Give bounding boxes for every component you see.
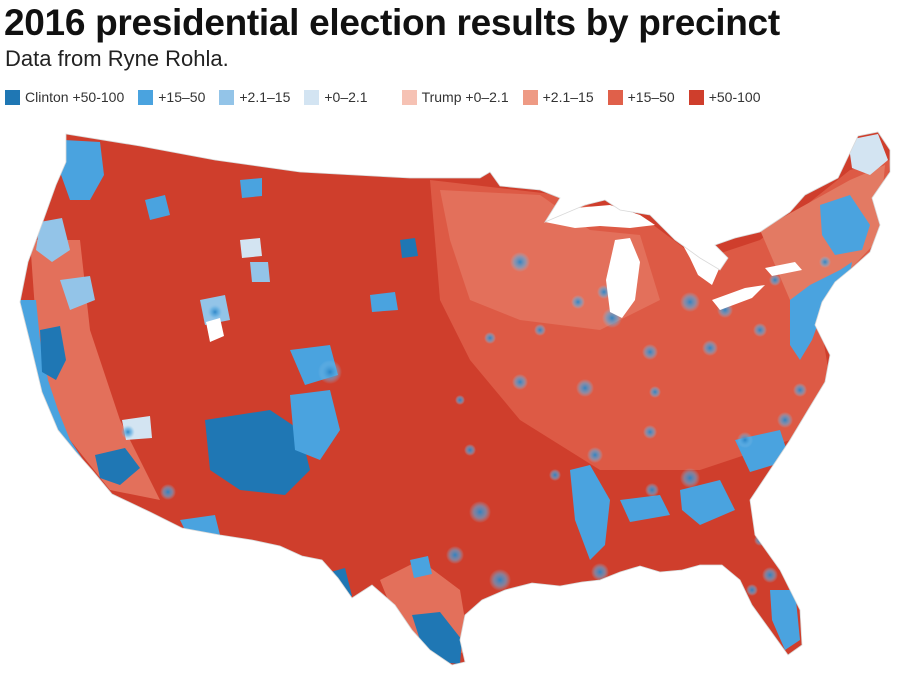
- legend-label: +0–2.1: [324, 89, 368, 105]
- lake-superior: [545, 205, 655, 228]
- city-tampa: [746, 584, 758, 596]
- reservation-3: [400, 238, 418, 258]
- reservation-2: [240, 178, 262, 198]
- oregon-coast: [36, 218, 70, 262]
- city-pittsburgh: [753, 323, 767, 337]
- legend-label: +50-100: [708, 89, 761, 105]
- precinct-map: [19, 131, 891, 666]
- city-omaha: [484, 332, 496, 344]
- legend-swatch: [219, 89, 235, 105]
- legend-label: +15–50: [158, 89, 206, 105]
- city-richmond: [793, 383, 807, 397]
- city-atlanta: [680, 468, 700, 488]
- alabama-black-belt: [620, 495, 670, 522]
- city-st-louis: [576, 379, 594, 397]
- mississippi-delta: [570, 465, 610, 560]
- city-oklahoma-city: [464, 444, 476, 456]
- city-indianapolis: [642, 344, 658, 360]
- city-buffalo: [769, 274, 781, 286]
- light-blue-spot-2: [250, 262, 270, 282]
- city-raleigh: [777, 412, 793, 428]
- los-angeles: [95, 448, 140, 485]
- city-madison: [571, 295, 585, 309]
- legend-item-trump-50-100: +50-100: [688, 89, 761, 105]
- city-detroit: [680, 292, 700, 312]
- maine-light: [848, 134, 888, 175]
- city-denver: [318, 360, 342, 384]
- legend-label: +15–50: [627, 89, 675, 105]
- legend-swatch: [138, 89, 154, 105]
- legend-label: Clinton +50-100: [25, 89, 125, 105]
- city-dallas: [469, 501, 491, 523]
- city-austin: [446, 546, 464, 564]
- reservation-1: [370, 292, 398, 312]
- idaho-resorts: [145, 195, 170, 220]
- san-antonio: [410, 556, 432, 578]
- seattle-area: [60, 140, 104, 200]
- northern-cal: [60, 276, 95, 310]
- city-columbus: [702, 340, 718, 356]
- city-charlotte: [737, 432, 753, 448]
- legend-label: +2.1–15: [542, 89, 594, 105]
- legend-item-clinton-0-2: +0–2.1: [304, 89, 368, 105]
- lake-ontario: [765, 262, 802, 276]
- lake-erie: [712, 285, 765, 310]
- city-nashville: [643, 425, 657, 439]
- legend-swatch: [5, 89, 20, 105]
- legend-item-clinton-50-100: Clinton +50-100: [5, 89, 124, 105]
- navajo-nation: [205, 410, 310, 495]
- light-blue-spot-1: [240, 238, 262, 258]
- legend-item-trump-15-50: +15–50: [607, 89, 675, 105]
- city-phoenix: [160, 484, 176, 500]
- city-des-moines: [534, 324, 546, 336]
- legend-swatch: [522, 89, 538, 105]
- city-little-rock: [549, 469, 561, 481]
- south-florida: [770, 590, 800, 650]
- great-salt-lake: [206, 318, 224, 342]
- city-kansas-city: [512, 374, 528, 390]
- legend-swatch: [688, 89, 704, 105]
- city-wichita: [455, 395, 465, 405]
- city-birmingham: [645, 483, 659, 497]
- chart-title: 2016 presidential election results by pr…: [4, 2, 780, 43]
- city-salt-lake: [207, 304, 223, 320]
- legend-swatch: [607, 89, 623, 105]
- new-england: [820, 195, 870, 255]
- legend-label: +2.1–15: [239, 89, 291, 105]
- legend-item-trump-2-15: +2.1–15: [522, 89, 594, 105]
- city-orlando: [762, 567, 778, 583]
- city-houston: [489, 569, 511, 591]
- legend-item-trump-0-2: Trump +0–2.1: [401, 89, 509, 105]
- rio-grande-valley: [412, 612, 462, 664]
- georgia-black-belt: [680, 480, 735, 525]
- legend-label: Trump +0–2.1: [421, 89, 509, 105]
- city-new-orleans: [591, 563, 609, 581]
- city-memphis: [587, 447, 603, 463]
- city-albany: [819, 256, 831, 268]
- chart-subtitle: Data from Ryne Rohla.: [5, 46, 229, 71]
- bay-area: [40, 326, 66, 380]
- city-louisville: [649, 386, 661, 398]
- legend-swatch: [304, 89, 320, 105]
- legend-swatch: [401, 89, 417, 105]
- new-mexico-north: [290, 390, 340, 460]
- city-las-vegas: [121, 425, 135, 439]
- city-minneapolis: [510, 252, 530, 272]
- pacific-coast: [20, 300, 112, 500]
- legend-item-clinton-2-15: +2.1–15: [219, 89, 290, 105]
- legend: Clinton +50-100 +15–50 +2.1–15 +0–2.1 Tr…: [5, 88, 775, 106]
- legend-item-clinton-15-50: +15–50: [138, 89, 205, 105]
- lake-michigan: [606, 238, 640, 318]
